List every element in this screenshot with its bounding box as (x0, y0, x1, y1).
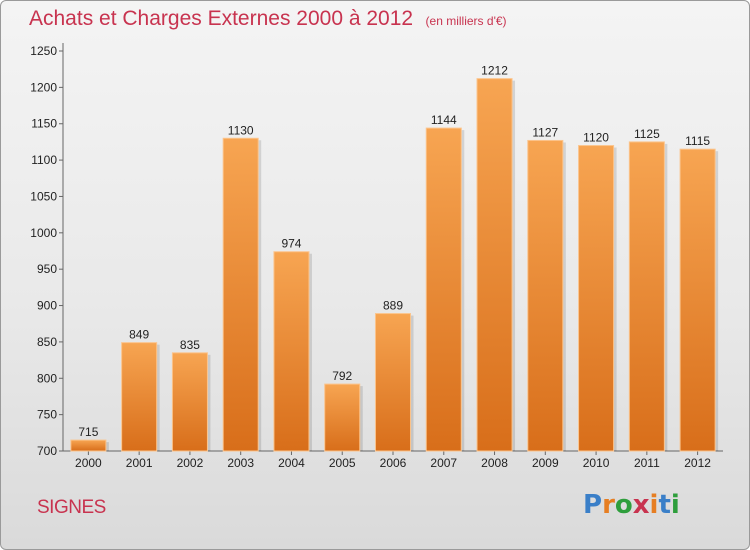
bar[interactable] (171, 352, 208, 452)
y-tick-label: 1050 (30, 189, 57, 203)
x-tick-label: 2008 (481, 456, 508, 470)
data-label: 1127 (532, 125, 558, 139)
bar[interactable] (70, 439, 107, 452)
bar[interactable] (222, 137, 259, 452)
chart-subtitle: (en milliers d'€) (425, 14, 507, 28)
y-tick-label: 700 (37, 444, 57, 458)
bar[interactable] (273, 251, 310, 452)
x-tick-label: 2010 (583, 456, 610, 470)
x-tick-label: 2004 (278, 456, 305, 470)
x-tick-label: 2002 (177, 456, 204, 470)
logo-letter: t (658, 490, 671, 520)
data-label: 715 (78, 425, 98, 439)
y-tick-label: 850 (37, 335, 57, 349)
data-label: 1115 (685, 134, 710, 148)
bar[interactable] (374, 313, 412, 452)
y-tick-label: 900 (37, 299, 57, 313)
data-label: 974 (281, 237, 301, 251)
x-tick-label: 2012 (684, 456, 711, 470)
logo-letter: x (632, 490, 650, 520)
data-label: 1130 (228, 123, 254, 137)
bar[interactable] (425, 127, 462, 452)
bar-layer (70, 78, 719, 452)
y-tick-label: 1000 (30, 226, 57, 240)
logo-letter: i (670, 490, 680, 520)
bar[interactable] (628, 141, 665, 452)
data-label: 1144 (431, 113, 457, 127)
data-label: 1120 (583, 131, 609, 145)
y-tick-label: 1150 (31, 117, 57, 131)
x-tick-label: 2009 (532, 456, 559, 470)
data-label: 835 (180, 338, 200, 352)
x-tick-label: 2011 (634, 456, 660, 470)
logo-letter: P (583, 490, 603, 520)
logo-letter: r (602, 490, 615, 520)
x-tick-label: 2005 (329, 456, 356, 470)
x-tick-label: 2006 (380, 456, 407, 470)
data-label: 792 (332, 369, 352, 383)
data-label-layer: 715 849 835 1130 974 792 889 1144 1212 1127 1120 11… (78, 64, 710, 439)
y-tick-label: 800 (37, 371, 57, 385)
data-label: 849 (129, 328, 149, 342)
bar[interactable] (121, 342, 158, 452)
chart-title: Achats et Charges Externes 2000 à 2012 (29, 7, 414, 30)
y-tick-label: 1250 (30, 44, 57, 58)
x-tick-label: 2003 (227, 456, 254, 470)
data-label: 1125 (634, 127, 660, 141)
y-tick-label: 1200 (30, 80, 57, 94)
y-tick-label: 1100 (31, 153, 57, 167)
data-label: 1212 (481, 64, 508, 78)
x-tick-label: 2000 (75, 456, 102, 470)
logo-letter: i (649, 490, 659, 520)
y-tick-label: 950 (37, 262, 57, 276)
bar[interactable] (324, 383, 361, 452)
y-tick-label: 750 (37, 408, 57, 422)
x-tick-label: 2001 (126, 456, 153, 470)
data-label: 889 (383, 299, 403, 313)
bar[interactable] (527, 139, 564, 452)
x-tick-label: 2007 (430, 456, 457, 470)
proxiti-logo[interactable]: Proxiti (583, 490, 680, 520)
bar[interactable] (476, 78, 513, 452)
logo-letter: o (614, 490, 633, 520)
place-name: SIGNES (37, 497, 106, 518)
bar[interactable] (578, 145, 615, 452)
title-row: Achats et Charges Externes 2000 à 2012 (… (29, 7, 507, 31)
bar[interactable] (679, 148, 716, 452)
